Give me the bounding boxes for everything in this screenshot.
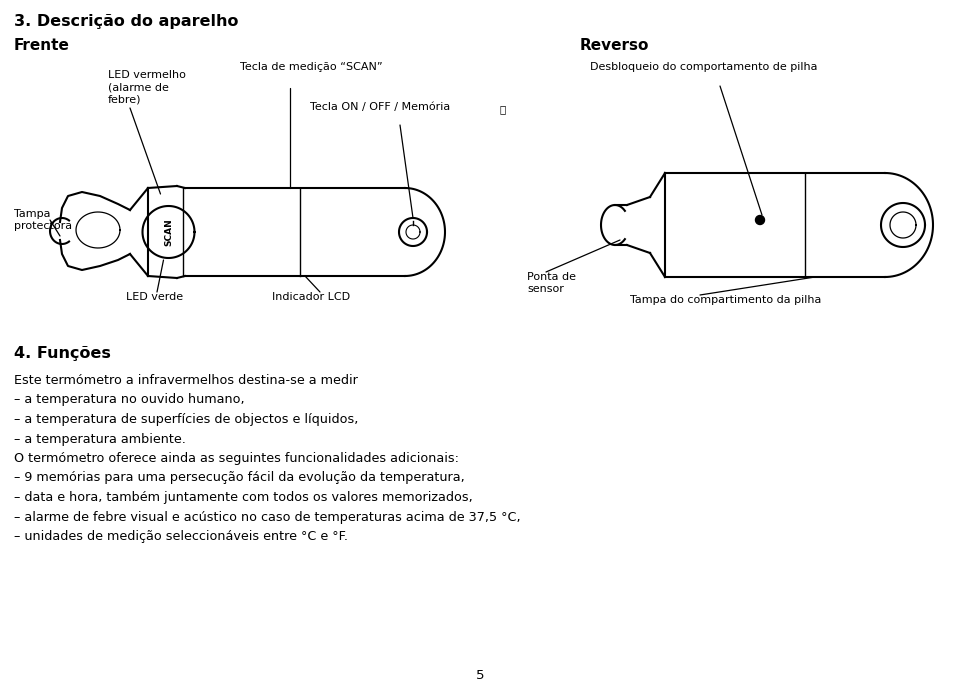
Text: – a temperatura no ouvido humano,: – a temperatura no ouvido humano,: [14, 394, 245, 406]
Text: Tecla de medição “SCAN”: Tecla de medição “SCAN”: [240, 62, 383, 72]
Text: 4. Funções: 4. Funções: [14, 346, 110, 361]
Text: ⏻: ⏻: [500, 104, 506, 114]
Text: Este termómetro a infravermelhos destina-se a medir: Este termómetro a infravermelhos destina…: [14, 374, 358, 387]
Text: – 9 memórias para uma persecução fácil da evolução da temperatura,: – 9 memórias para uma persecução fácil d…: [14, 471, 465, 484]
Text: – a temperatura de superfícies de objectos e líquidos,: – a temperatura de superfícies de object…: [14, 413, 358, 426]
Text: Indicador LCD: Indicador LCD: [272, 292, 350, 302]
Text: Ponta de
sensor: Ponta de sensor: [527, 272, 576, 294]
Text: – a temperatura ambiente.: – a temperatura ambiente.: [14, 433, 186, 445]
Text: – unidades de medição seleccionáveis entre °C e °F.: – unidades de medição seleccionáveis ent…: [14, 530, 348, 543]
Text: 5: 5: [476, 669, 484, 682]
Text: Tampa do compartimento da pilha: Tampa do compartimento da pilha: [630, 295, 822, 305]
Text: LED verde: LED verde: [126, 292, 183, 302]
Text: Frente: Frente: [14, 38, 70, 53]
Text: Tecla ON / OFF / Memória: Tecla ON / OFF / Memória: [310, 102, 450, 112]
Text: – data e hora, também juntamente com todos os valores memorizados,: – data e hora, também juntamente com tod…: [14, 491, 472, 504]
Text: SCAN: SCAN: [164, 218, 173, 246]
Text: Desbloqueio do comportamento de pilha: Desbloqueio do comportamento de pilha: [590, 62, 818, 72]
Circle shape: [756, 215, 764, 224]
Text: O termómetro oferece ainda as seguintes funcionalidades adicionais:: O termómetro oferece ainda as seguintes …: [14, 452, 459, 465]
Text: LED vermelho
(alarme de
febre): LED vermelho (alarme de febre): [108, 70, 186, 105]
Text: – alarme de febre visual e acústico no caso de temperaturas acima de 37,5 °C,: – alarme de febre visual e acústico no c…: [14, 510, 520, 523]
Text: Tampa
protectora: Tampa protectora: [14, 209, 72, 231]
Text: Reverso: Reverso: [580, 38, 649, 53]
Text: 3. Descrição do aparelho: 3. Descrição do aparelho: [14, 14, 238, 29]
